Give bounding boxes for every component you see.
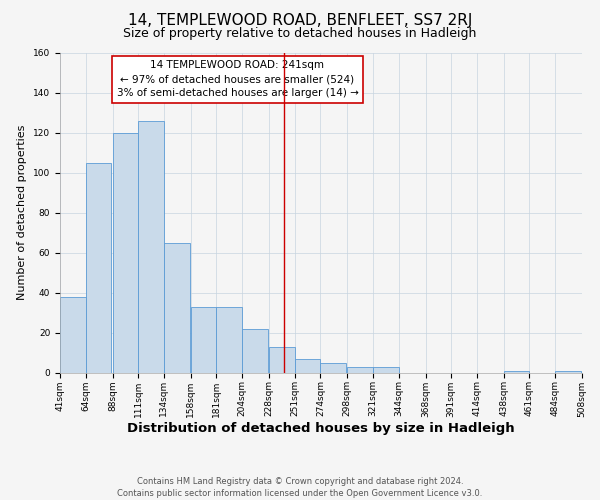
- X-axis label: Distribution of detached houses by size in Hadleigh: Distribution of detached houses by size …: [127, 422, 515, 435]
- Bar: [138, 120, 164, 372]
- Bar: [164, 242, 190, 372]
- Bar: [555, 370, 581, 372]
- Bar: [504, 370, 529, 372]
- Bar: [347, 366, 373, 372]
- Bar: [242, 328, 268, 372]
- Bar: [113, 132, 138, 372]
- Bar: [191, 306, 217, 372]
- Bar: [86, 162, 112, 372]
- Text: 14 TEMPLEWOOD ROAD: 241sqm
← 97% of detached houses are smaller (524)
3% of semi: 14 TEMPLEWOOD ROAD: 241sqm ← 97% of deta…: [116, 60, 358, 98]
- Bar: [320, 362, 346, 372]
- Text: Contains HM Land Registry data © Crown copyright and database right 2024.
Contai: Contains HM Land Registry data © Crown c…: [118, 476, 482, 498]
- Bar: [373, 366, 398, 372]
- Bar: [269, 346, 295, 372]
- Text: 14, TEMPLEWOOD ROAD, BENFLEET, SS7 2RJ: 14, TEMPLEWOOD ROAD, BENFLEET, SS7 2RJ: [128, 12, 472, 28]
- Bar: [295, 358, 320, 372]
- Text: Size of property relative to detached houses in Hadleigh: Size of property relative to detached ho…: [124, 28, 476, 40]
- Bar: [217, 306, 242, 372]
- Bar: [60, 296, 86, 372]
- Y-axis label: Number of detached properties: Number of detached properties: [17, 125, 28, 300]
